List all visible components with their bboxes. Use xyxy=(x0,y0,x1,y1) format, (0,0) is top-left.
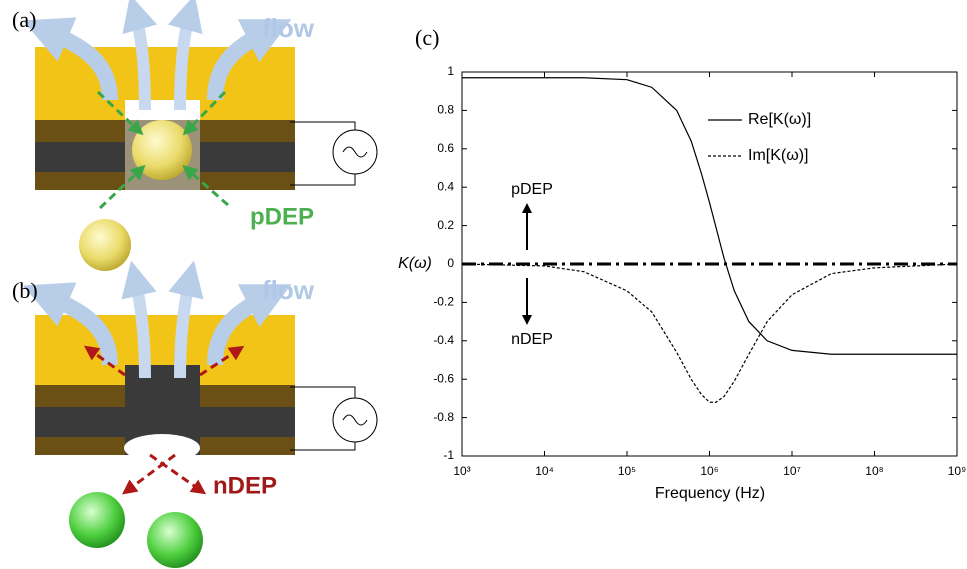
y-tick-label: -0.6 xyxy=(433,371,454,385)
x-tick-label: 10⁸ xyxy=(865,464,883,478)
ndep-label: nDEP xyxy=(213,472,277,499)
data-line xyxy=(461,263,958,403)
flow-label: flow xyxy=(262,275,315,305)
x-tick-label: 10⁷ xyxy=(783,464,801,478)
x-tick-label: 10³ xyxy=(453,464,470,478)
data-line xyxy=(462,77,957,355)
diagram-a: flow pDEP xyxy=(22,0,378,271)
y-tick-label: -1 xyxy=(443,448,454,462)
x-tick-label: 10⁴ xyxy=(535,464,554,478)
panel-label: (c) xyxy=(415,25,439,50)
legend-label: Re[K(ω)] xyxy=(748,111,811,128)
flow-label: flow xyxy=(262,13,315,43)
x-tick-label: 10⁹ xyxy=(948,464,967,478)
y-tick-label: -0.2 xyxy=(433,295,454,309)
pdep-label: pDEP xyxy=(250,203,314,230)
panel-label: (b) xyxy=(12,278,38,303)
x-tick-label: 10⁶ xyxy=(700,464,718,478)
y-tick-label: 0.8 xyxy=(437,103,454,117)
y-axis-label: K(ω) xyxy=(398,255,432,272)
diagram-b: flow nDEP xyxy=(22,260,378,568)
x-tick-label: 10⁵ xyxy=(618,464,636,478)
panel-label: (a) xyxy=(12,7,36,32)
y-tick-label: -0.8 xyxy=(433,410,454,424)
annotation: pDEP xyxy=(511,181,553,198)
y-tick-label: -0.4 xyxy=(433,333,454,347)
y-tick-label: 0.2 xyxy=(437,218,454,232)
x-axis-label: Frequency (Hz) xyxy=(655,485,765,502)
legend-label: Im[K(ω)] xyxy=(748,147,808,164)
y-tick-label: 0.6 xyxy=(437,141,454,155)
y-tick-label: 1 xyxy=(447,64,454,78)
annotation: nDEP xyxy=(511,331,553,348)
y-tick-label: 0 xyxy=(447,256,454,270)
y-tick-label: 0.4 xyxy=(437,179,454,193)
